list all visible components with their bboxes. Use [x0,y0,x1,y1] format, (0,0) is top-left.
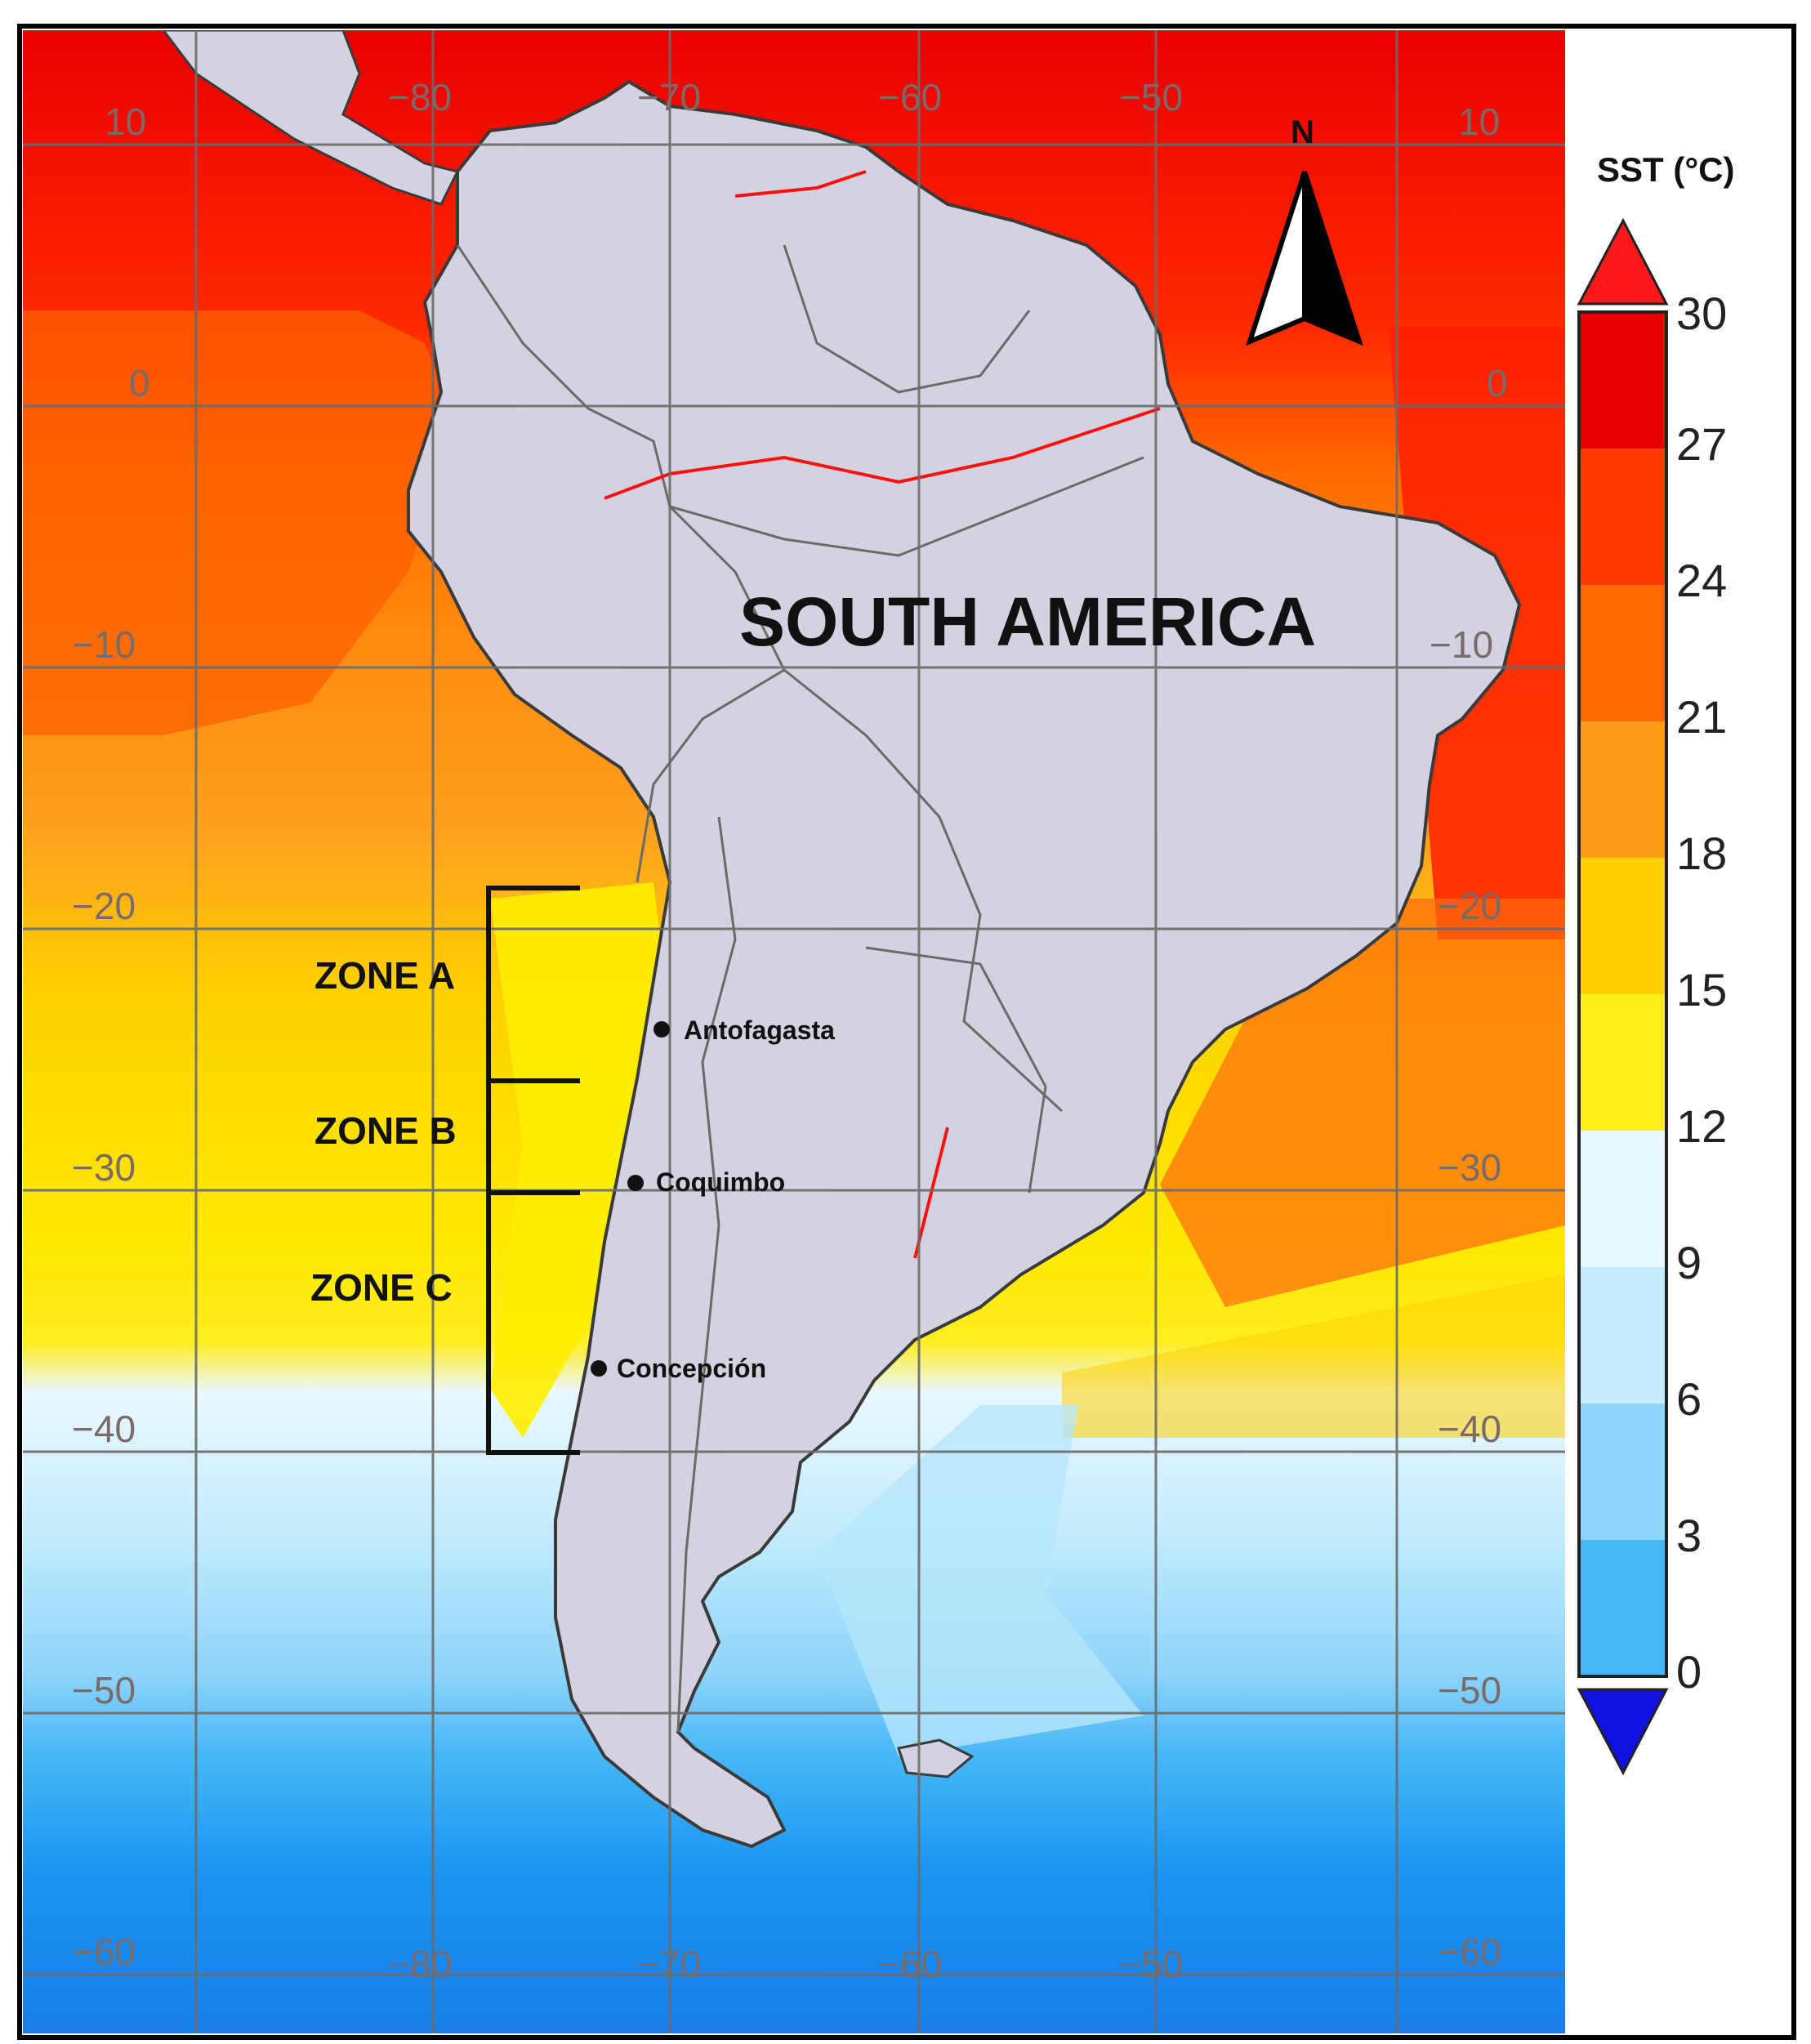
city-dot-coquimbo [627,1175,644,1191]
colorbar-tick-label: 30 [1676,288,1727,339]
north-arrow: N [1246,114,1363,346]
colorbar-bands [1577,310,1668,1678]
colorbar-band [1579,1267,1666,1404]
north-label: N [1291,114,1314,150]
ocean-warm-patch-west [23,310,457,735]
colorbar-band [1579,858,1666,994]
lat-label: −20 [1438,885,1501,927]
lat-label: −60 [1438,1930,1501,1973]
lat-label: 0 [129,362,150,404]
zone-b-label: ZONE B [314,1109,457,1152]
colorbar-tick-label: 0 [1676,1646,1702,1698]
north-arrow-right-icon [1302,171,1363,346]
colorbar-band [1579,721,1666,858]
colorbar-band [1579,312,1666,449]
colorbar-band [1579,994,1666,1131]
colorbar-band [1579,1131,1666,1267]
coastal-upwelling [490,882,670,1438]
colorbar-tick-label: 18 [1676,828,1727,879]
lat-label: −60 [72,1930,136,1973]
lat-label: −50 [72,1669,136,1712]
colorbar-band [1579,1540,1666,1676]
lat-label: −10 [1430,623,1493,666]
lat-label: −40 [1438,1408,1501,1450]
city-dot-concepcion [591,1360,607,1377]
city-label-concepcion: Concepción [617,1354,766,1383]
lon-label: −70 [637,1943,701,1985]
lat-label: −30 [1438,1146,1501,1189]
city-markers: Antofagasta Coquimbo Concepción [591,1015,835,1383]
lon-label: −60 [878,1943,942,1985]
lon-label: −80 [388,1943,452,1985]
colorbar-tick-label: 12 [1676,1100,1727,1152]
colorbar-band [1579,449,1666,585]
lat-label: −10 [72,623,136,666]
lat-label: 0 [1487,362,1508,404]
colorbar-tick-label: 15 [1676,964,1727,1015]
colorbar-tick-label: 6 [1676,1373,1702,1425]
lat-label: −20 [72,885,136,927]
map-panel [23,30,1565,2033]
colorbar-over-triangle [1577,217,1669,306]
colorbar-band [1579,1404,1666,1540]
country-borders [456,244,1144,1733]
graticule [23,30,1565,2033]
lon-label: −70 [637,76,701,118]
longitude-labels-top: −80 −70 −60 −50 [388,76,1183,118]
zone-c-label: ZONE C [310,1266,453,1309]
zone-a-label: ZONE A [314,954,455,997]
central-america-land [162,30,460,206]
colorbar-tick-label: 3 [1676,1510,1702,1561]
colorbar-tick-label: 24 [1676,555,1727,606]
lat-label: 10 [1458,100,1500,143]
region-label: SOUTH AMERICA [739,583,1316,660]
lat-label: −40 [72,1408,136,1450]
colorbar-band [1579,585,1666,721]
city-dot-antofagasta [653,1021,670,1038]
lon-label: −50 [1119,1943,1183,1985]
colorbar-under-triangle [1577,1688,1669,1776]
colorbar-tick-label: 9 [1676,1237,1702,1288]
lat-label: −30 [72,1146,136,1189]
latitude-labels-left: 10 0 −10 −20 −30 −40 −50 −60 [72,100,150,1973]
lon-label: −80 [388,76,452,118]
colorbar-tick-label: 27 [1676,418,1727,470]
lat-label: 10 [105,100,146,143]
colorbar-title: SST (°C) [1597,150,1734,189]
falkland-islands [897,1738,975,1778]
zone-labels: ZONE A ZONE B ZONE C [310,954,457,1309]
lat-label: −50 [1438,1669,1501,1712]
longitude-labels-bottom: −80 −70 −60 −50 [388,1943,1183,1985]
colorbar-outline [1577,310,1668,1678]
city-label-coquimbo: Coquimbo [656,1167,785,1197]
lon-label: −50 [1119,76,1183,118]
ocean-cool-patch-east [1062,1274,1565,1438]
latitude-labels-right: 10 0 −10 −20 −30 −40 −50 −60 [1430,100,1508,1973]
zone-bracket [486,886,580,1455]
ocean-falklands-current [817,1405,1144,1756]
lon-label: −60 [878,76,942,118]
city-label-antofagasta: Antofagasta [684,1015,835,1045]
colorbar-tick-label: 21 [1676,691,1727,743]
